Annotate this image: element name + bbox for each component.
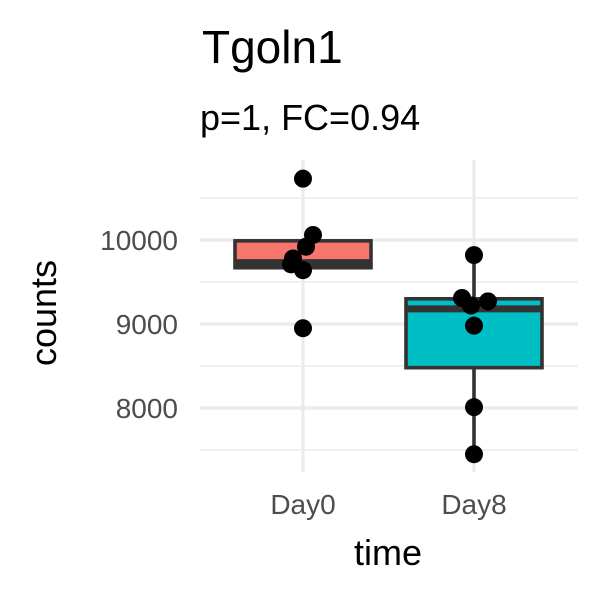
y-tick-label: 9000 — [116, 309, 178, 340]
y-tick-label: 8000 — [116, 393, 178, 424]
chart-title: Tgoln1 — [202, 21, 343, 73]
boxes — [233, 239, 544, 455]
data-point — [294, 319, 312, 338]
data-point — [294, 261, 312, 280]
y-tick-label: 10000 — [100, 225, 178, 256]
data-point — [462, 296, 480, 315]
points — [282, 169, 497, 464]
data-point — [294, 169, 312, 188]
chart-subtitle: p=1, FC=0.94 — [200, 97, 420, 138]
data-point — [297, 237, 315, 256]
x-tick-label: Day0 — [270, 489, 335, 520]
x-axis-title: time — [354, 532, 422, 573]
x-axis-ticks: Day0 Day8 — [270, 489, 506, 520]
y-axis-ticks: 8000 9000 10000 — [100, 225, 178, 424]
data-point — [465, 398, 483, 417]
x-tick-label: Day8 — [441, 489, 506, 520]
y-axis-title: counts — [23, 260, 64, 366]
data-point — [465, 316, 483, 335]
data-point — [479, 292, 497, 311]
data-point — [465, 445, 483, 464]
data-point — [465, 246, 483, 265]
